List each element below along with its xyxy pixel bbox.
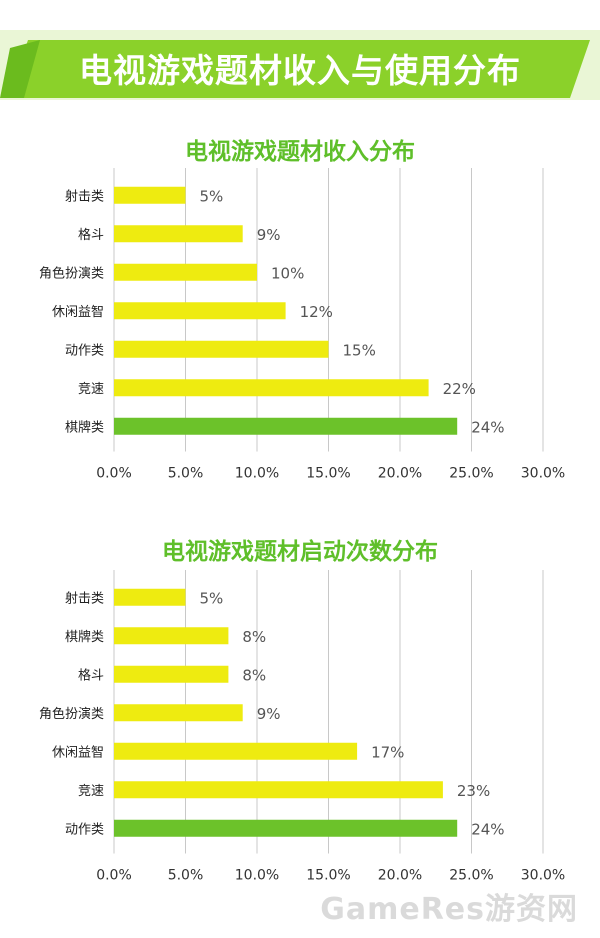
category-label: 角色扮演类	[39, 265, 104, 281]
value-label: 22%	[443, 380, 476, 398]
value-label: 9%	[257, 705, 281, 723]
x-tick-label: 10.0%	[235, 466, 279, 479]
chart-title-launches: 电视游戏题材启动次数分布	[162, 539, 438, 565]
bar	[114, 781, 443, 799]
banner-background	[0, 30, 600, 100]
page-title: 电视游戏题材收入与使用分布	[79, 51, 521, 90]
watermark: GameRes游资网	[320, 892, 578, 927]
x-tick-label: 20.0%	[378, 868, 422, 881]
bar	[114, 186, 186, 204]
bar	[114, 417, 458, 435]
chart-title-income: 电视游戏题材收入分布	[185, 139, 415, 165]
value-label: 5%	[200, 187, 224, 205]
value-label: 5%	[200, 589, 224, 607]
value-label: 10%	[271, 264, 304, 282]
category-label: 格斗	[78, 667, 104, 683]
x-tick-label: 5.0%	[168, 466, 204, 479]
x-tick-label: 10.0%	[235, 868, 279, 881]
category-label: 棋牌类	[65, 419, 104, 435]
x-tick-label: 5.0%	[168, 868, 204, 881]
bar	[114, 225, 243, 243]
value-label: 24%	[471, 418, 504, 436]
category-label: 竞速	[78, 783, 104, 799]
x-tick-label: 25.0%	[449, 466, 493, 479]
x-tick-label: 25.0%	[449, 868, 493, 881]
x-tick-label: 20.0%	[378, 466, 422, 479]
category-label: 动作类	[65, 343, 104, 358]
value-label: 24%	[471, 820, 504, 838]
value-label: 8%	[242, 628, 266, 646]
income-bar-chart: 0.0% 5.0% 10.0% 15.0% 20.0% 25.0% 30.0% 射击类 5% 格斗…	[39, 168, 565, 479]
bar	[114, 588, 186, 606]
value-label: 23%	[457, 782, 490, 800]
value-label: 8%	[242, 666, 266, 684]
bar	[114, 302, 286, 320]
value-label: 15%	[343, 341, 376, 359]
launch-count-bar-chart: 0.0% 5.0% 10.0% 15.0% 20.0% 25.0% 30.0% 射击类 5% 棋牌…	[39, 570, 565, 881]
bar	[114, 742, 358, 760]
x-tick-label: 15.0%	[306, 466, 350, 479]
bar	[114, 819, 458, 837]
x-tick-label: 15.0%	[306, 868, 350, 881]
value-label: 17%	[371, 743, 404, 761]
bar	[114, 704, 243, 722]
category-label: 棋牌类	[65, 629, 104, 645]
x-tick-label: 0.0%	[96, 466, 132, 479]
bar	[114, 627, 229, 645]
category-label: 格斗	[78, 227, 104, 243]
category-label: 休闲益智	[52, 305, 104, 320]
bar	[114, 263, 257, 281]
category-label: 竞速	[78, 381, 104, 397]
bar	[114, 665, 229, 683]
category-label: 休闲益智	[52, 745, 104, 760]
bar	[114, 340, 329, 358]
category-label: 射击类	[65, 590, 104, 606]
category-label: 角色扮演类	[39, 706, 104, 722]
x-tick-label: 30.0%	[521, 868, 565, 881]
x-tick-label: 30.0%	[521, 466, 565, 479]
category-label: 射击类	[65, 188, 104, 204]
bar	[114, 379, 429, 397]
x-tick-label: 0.0%	[96, 868, 132, 881]
header-banner: 电视游戏题材收入与使用分布	[0, 0, 600, 115]
value-label: 12%	[300, 303, 333, 321]
value-label: 9%	[257, 226, 281, 244]
category-label: 动作类	[65, 822, 104, 837]
